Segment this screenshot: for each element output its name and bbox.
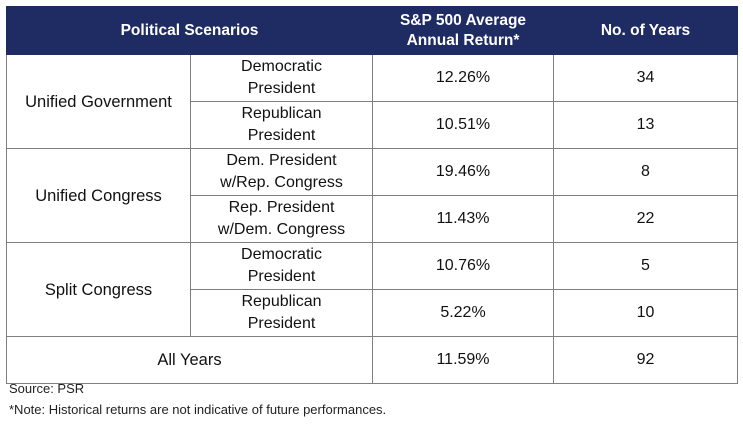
scenario-cell: Unified Congress — [6, 148, 191, 243]
sub-scenario-cell: Republican President — [190, 101, 373, 149]
sub-scenario-cell: Democratic President — [190, 242, 373, 290]
return-cell: 12.26% — [372, 54, 554, 102]
sub-scenario-cell: Rep. President w/Dem. Congress — [190, 195, 373, 243]
header-average-return: S&P 500 Average Annual Return* — [372, 6, 554, 55]
total-label: All Years — [6, 336, 373, 384]
table-row: Unified Government Democratic President … — [6, 54, 738, 149]
disclaimer-note: *Note: Historical returns are not indica… — [9, 402, 387, 417]
years-cell: 34 — [553, 54, 738, 102]
total-row: All Years 11.59% 92 — [6, 336, 738, 384]
returns-table: Political Scenarios S&P 500 Average Annu… — [6, 6, 738, 384]
header-number-of-years: No. of Years — [553, 6, 738, 55]
table-row: Unified Congress Dem. President w/Rep. C… — [6, 148, 738, 243]
table-row: Republican President 5.22% 10 — [7, 289, 738, 337]
years-cell: 13 — [553, 101, 738, 149]
scenario-cell: Split Congress — [6, 242, 191, 337]
table-row: Republican President 10.51% 13 — [7, 101, 738, 149]
return-cell: 11.43% — [372, 195, 554, 243]
header-political-scenarios: Political Scenarios — [6, 6, 373, 55]
return-cell: 19.46% — [372, 148, 554, 196]
return-cell: 10.76% — [372, 242, 554, 290]
return-cell: 5.22% — [372, 289, 554, 337]
table-row: Rep. President w/Dem. Congress 11.43% 22 — [7, 195, 738, 243]
years-cell: 8 — [553, 148, 738, 196]
total-years-cell: 92 — [553, 336, 738, 384]
years-cell: 5 — [553, 242, 738, 290]
sub-scenario-cell: Republican President — [190, 289, 373, 337]
table-row: Split Congress Democratic President 10.7… — [6, 242, 738, 337]
header-row: Political Scenarios S&P 500 Average Annu… — [6, 6, 738, 55]
total-return-cell: 11.59% — [372, 336, 554, 384]
scenario-cell: Unified Government — [6, 54, 191, 149]
sub-scenario-cell: Dem. President w/Rep. Congress — [190, 148, 373, 196]
years-cell: 10 — [553, 289, 738, 337]
years-cell: 22 — [553, 195, 738, 243]
source-note: Source: PSR — [9, 381, 85, 396]
sub-scenario-cell: Democratic President — [190, 54, 373, 102]
return-cell: 10.51% — [372, 101, 554, 149]
